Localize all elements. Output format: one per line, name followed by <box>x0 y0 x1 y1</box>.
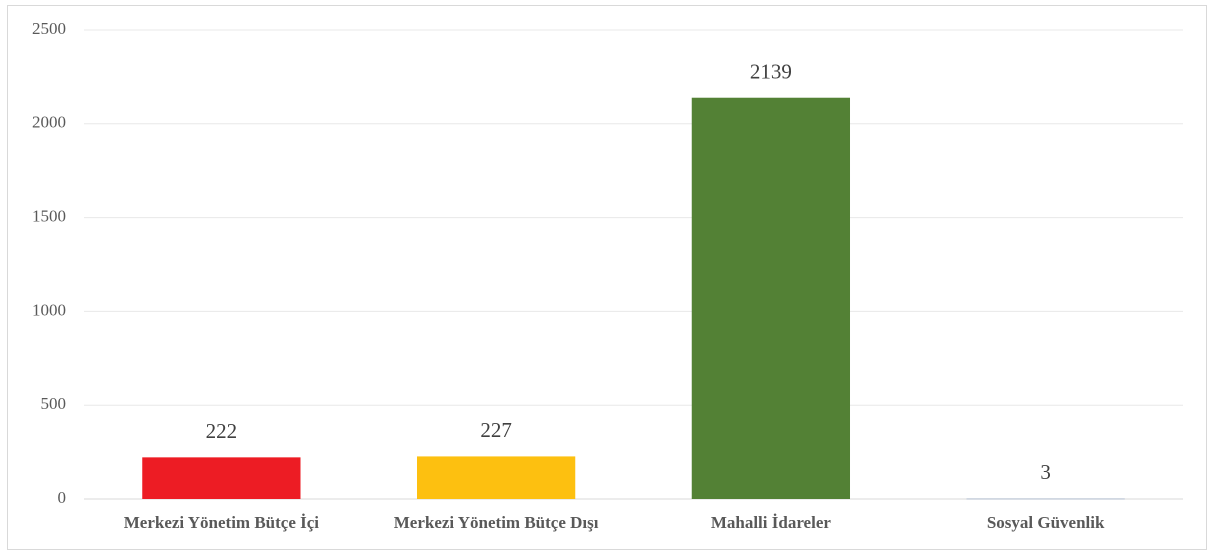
value-label: 3 <box>1040 460 1051 484</box>
y-tick-label: 1000 <box>32 300 66 319</box>
y-tick-label: 2000 <box>32 113 66 132</box>
value-label: 2139 <box>750 60 792 84</box>
bar <box>142 457 301 499</box>
x-tick-label: Mahalli İdareler <box>711 513 832 532</box>
value-label: 222 <box>206 419 238 443</box>
x-tick-label: Merkezi Yönetim Bütçe Dışı <box>394 513 599 532</box>
value-label: 227 <box>480 418 512 442</box>
x-tick-label: Merkezi Yönetim Bütçe İçi <box>124 513 320 532</box>
bar <box>966 498 1125 500</box>
bar <box>691 97 851 499</box>
y-tick-label: 0 <box>58 488 67 507</box>
y-tick-label: 500 <box>41 394 67 413</box>
bar <box>416 456 576 499</box>
y-tick-label: 1500 <box>32 207 66 226</box>
y-tick-label: 2500 <box>32 19 66 38</box>
x-tick-label: Sosyal Güvenlik <box>987 513 1105 532</box>
